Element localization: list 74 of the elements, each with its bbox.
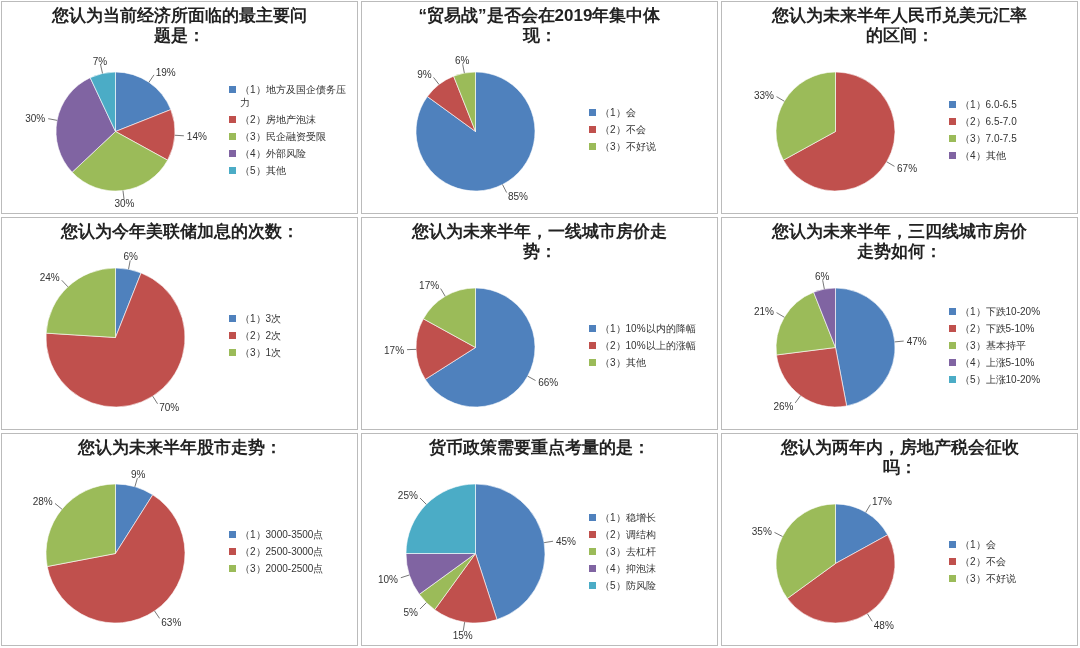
legend-label: （3）其他: [600, 356, 646, 369]
legend-label: （2）调结构: [600, 528, 656, 541]
legend-label: （4）上涨5-10%: [960, 356, 1035, 369]
legend-label: （1）3000-3500点: [240, 528, 324, 541]
legend-label: （1）地方及国企债务压力: [240, 82, 347, 109]
legend-label: （1）下跌10-20%: [960, 305, 1041, 318]
chart-title: 您认为未来半年，三四线城市房价走势如何：: [770, 222, 1028, 262]
data-label: 17%: [419, 280, 440, 292]
data-label: 19%: [155, 66, 176, 78]
data-label: 6%: [123, 251, 139, 263]
legend-label: （1）会: [600, 106, 636, 119]
chart-title: 您认为两年内，房地产税会征收吗：: [779, 438, 1020, 478]
chart-title: 您认为今年美联储加息的次数：: [59, 222, 300, 242]
data-label: 7%: [92, 55, 108, 67]
data-label: 9%: [131, 469, 146, 481]
data-label: 48%: [873, 619, 894, 631]
data-label: 26%: [773, 401, 794, 413]
data-label: 15%: [452, 629, 473, 641]
data-label: 35%: [751, 525, 772, 537]
legend-label: （2）房地产泡沫: [240, 112, 316, 126]
data-label: 14%: [186, 131, 207, 143]
chart-title: 您认为当前经济所面临的最主要问题是：: [50, 6, 308, 46]
legend-label: （4）外部风险: [240, 146, 306, 160]
legend-label: （3）2000-2500点: [240, 562, 324, 575]
legend-label: （3）去杠杆: [600, 545, 656, 558]
legend-label: （5）其他: [240, 163, 286, 177]
data-label: 17%: [384, 344, 405, 356]
chart-title: “贸易战”是否会在2019年集中体现：: [417, 6, 662, 46]
legend-label: （2）不会: [600, 123, 646, 136]
data-label: 25%: [397, 490, 418, 502]
legend-label: （1）3次: [240, 312, 282, 325]
data-label: 30%: [114, 198, 135, 210]
data-label: 85%: [507, 191, 529, 203]
data-label: 66%: [538, 377, 559, 389]
legend-label: （2）2500-3000点: [240, 545, 324, 558]
legend-label: （5）上涨10-20%: [960, 373, 1041, 386]
legend-label: （3）基本持平: [960, 339, 1026, 352]
legend-label: （2）下跌5-10%: [960, 322, 1035, 335]
data-label: 47%: [906, 335, 927, 347]
data-label: 28%: [32, 495, 53, 507]
legend-label: （4）抑泡沫: [600, 562, 656, 575]
legend-label: （3）1次: [240, 346, 282, 359]
data-label: 45%: [556, 535, 577, 547]
data-label: 5%: [403, 606, 418, 618]
legend-label: （2）6.5-7.0: [960, 114, 1017, 128]
data-label: 21%: [753, 305, 775, 317]
legend-label: （3）7.0-7.5: [960, 131, 1017, 145]
data-label: 70%: [159, 402, 180, 414]
chart-title: 您认为未来半年股市走势：: [76, 438, 283, 458]
data-label: 10%: [377, 573, 399, 585]
data-label: 9%: [417, 69, 432, 81]
legend-label: （3）民企融资受限: [240, 129, 326, 143]
legend-label: （1）会: [960, 538, 996, 551]
data-label: 6%: [454, 55, 470, 67]
chart-title: 您认为未来半年人民币兑美元汇率的区间：: [770, 6, 1028, 46]
data-label: 63%: [161, 616, 182, 628]
data-label: 6%: [814, 271, 830, 283]
legend-label: （3）不好说: [960, 572, 1016, 585]
data-label: 33%: [753, 89, 775, 101]
chart-title: 货币政策需要重点考量的是：: [428, 438, 651, 458]
legend-label: （1）6.0-6.5: [960, 97, 1017, 111]
data-label: 24%: [39, 272, 60, 284]
chart-title: 您认为未来半年，一线城市房价走势：: [410, 222, 668, 262]
legend-label: （4）其他: [960, 148, 1006, 162]
legend-label: （2）不会: [960, 555, 1006, 568]
legend-label: （1）稳增长: [600, 511, 656, 524]
data-label: 67%: [897, 163, 918, 175]
data-label: 17%: [871, 496, 893, 508]
legend-label: （2）2次: [240, 329, 282, 342]
legend-label: （5）防风险: [600, 579, 656, 592]
legend-label: （2）10%以上的涨幅: [600, 339, 696, 352]
legend-label: （1）10%以内的降幅: [600, 322, 696, 335]
legend-label: （3）不好说: [600, 140, 656, 153]
data-label: 30%: [25, 112, 46, 124]
